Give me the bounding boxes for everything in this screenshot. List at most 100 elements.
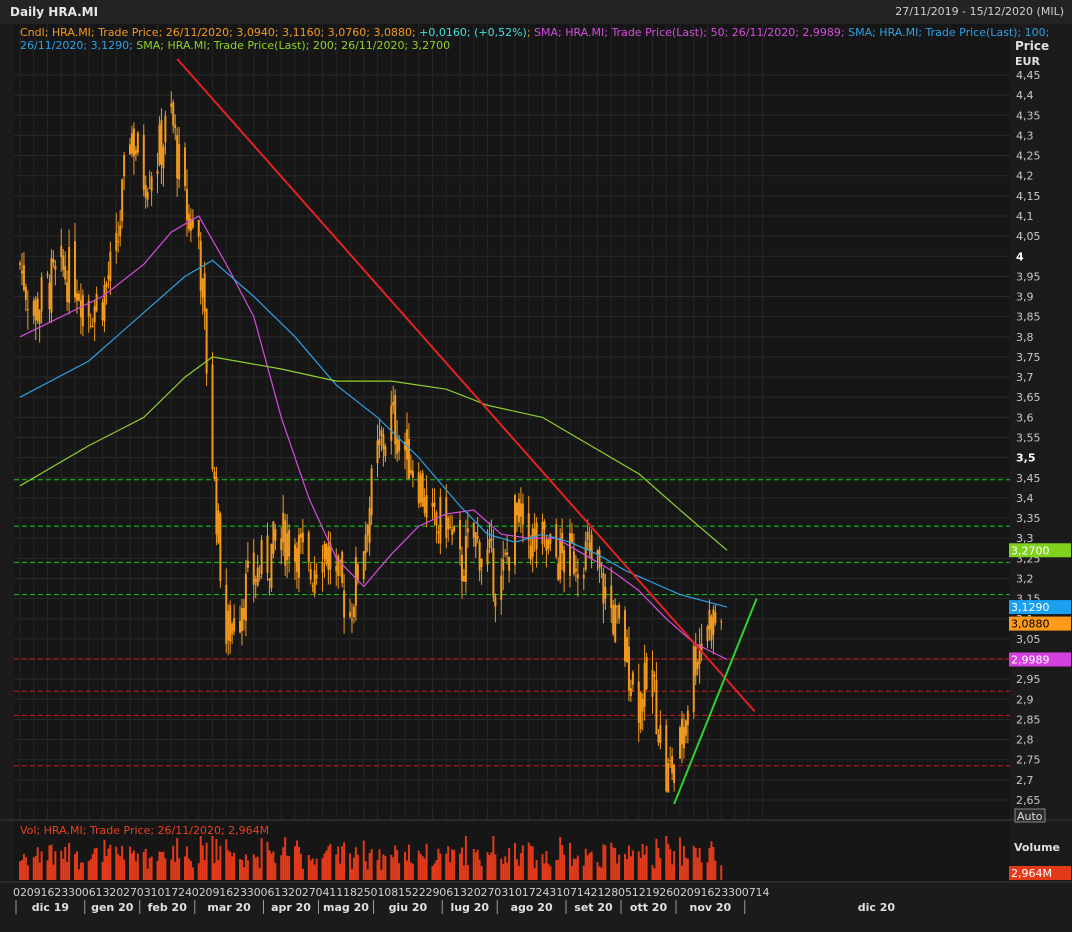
candle-body — [533, 528, 536, 537]
volume-bar — [260, 838, 263, 880]
candle-body — [178, 144, 181, 180]
volume-bar — [616, 863, 619, 880]
candle-body — [24, 286, 27, 300]
candle-body — [514, 495, 516, 565]
date-range: 27/11/2019 - 15/12/2020 (MIL) — [895, 5, 1064, 18]
price-axis-tick: 4,35 — [1016, 109, 1041, 122]
month-label: dic 20 — [858, 901, 896, 914]
auto-scale-button[interactable] — [1014, 808, 1046, 823]
time-axis-day-tick: 02 — [13, 886, 27, 899]
volume-bar — [109, 844, 112, 880]
price-axis-tick: 4,25 — [1016, 150, 1041, 163]
volume-bar — [490, 852, 493, 880]
candle-body — [295, 548, 298, 573]
volume-bar — [335, 854, 338, 880]
month-label: ott 20 — [630, 901, 668, 914]
candle-body — [421, 472, 424, 507]
candle-body — [639, 692, 642, 730]
time-axis-day-tick: 23 — [54, 886, 68, 899]
time-axis-day-tick: 18 — [343, 886, 357, 899]
volume-bar — [655, 838, 658, 880]
volume-bar — [172, 845, 175, 880]
candle-body — [229, 605, 232, 642]
candle-body — [486, 548, 489, 565]
volume-bar — [337, 846, 340, 880]
time-axis-day-tick: 27 — [302, 886, 316, 899]
volume-bar — [201, 845, 204, 880]
candle-body — [103, 285, 106, 322]
volume-bar — [576, 855, 579, 880]
candle-body — [337, 556, 340, 576]
candle-body — [75, 293, 78, 301]
price-axis-tick: 3,85 — [1016, 311, 1041, 324]
price-axis-tick: 4,3 — [1016, 129, 1034, 142]
time-axis-day-tick: 14 — [577, 886, 591, 899]
candle-body — [449, 526, 452, 528]
time-axis-day-tick: 03 — [137, 886, 151, 899]
candle-body — [307, 532, 310, 563]
volume-bar — [700, 862, 703, 880]
candle-body — [315, 574, 318, 579]
volume-bar — [211, 836, 214, 880]
candle-body — [417, 472, 420, 504]
price-axis-tick: 2,85 — [1016, 713, 1041, 726]
candle-body — [203, 273, 206, 312]
price-axis-tick: 3,55 — [1016, 432, 1041, 445]
time-axis-day-tick: 04 — [316, 886, 330, 899]
last-value-tag — [1009, 600, 1071, 615]
volume-bar — [142, 851, 145, 880]
candle-body — [343, 590, 346, 618]
candle-body — [160, 120, 163, 165]
volume-bar — [514, 842, 516, 880]
volume-bar — [184, 856, 186, 880]
volume-bar — [89, 859, 92, 880]
volume-bar — [657, 848, 660, 880]
last-value-tag — [1009, 543, 1071, 558]
last-value-tag — [1009, 652, 1071, 667]
candle-body — [46, 273, 49, 275]
volume-bar — [555, 860, 558, 880]
candle-body — [134, 149, 137, 154]
candle-body — [515, 503, 518, 516]
time-axis-day-tick: 28 — [604, 886, 618, 899]
time-axis-day-tick: 08 — [384, 886, 398, 899]
month-label: ago 20 — [511, 901, 553, 914]
candle-body — [77, 293, 80, 301]
candle-body — [68, 247, 71, 303]
volume-bar — [130, 853, 133, 880]
candle-body — [380, 430, 383, 437]
price-axis-tick: 3,65 — [1016, 391, 1041, 404]
time-axis-day-tick: 19 — [646, 886, 660, 899]
volume-bar — [390, 854, 393, 880]
candle-body — [40, 277, 43, 312]
candle-body — [645, 656, 648, 689]
price-axis-tick: 4,45 — [1016, 69, 1041, 82]
price-axis-tick: 2,95 — [1016, 673, 1041, 686]
price-axis-tick: 3,2 — [1016, 572, 1034, 585]
candle-body — [504, 553, 507, 555]
time-axis-day-tick: 06 — [439, 886, 453, 899]
candle-body — [32, 301, 35, 316]
volume-bar — [531, 846, 534, 880]
candle-body — [81, 295, 84, 327]
volume-bar — [547, 863, 550, 880]
time-axis-day-tick: 17 — [522, 886, 536, 899]
candle-body — [582, 574, 585, 579]
month-label: apr 20 — [271, 901, 311, 914]
candle-body — [679, 727, 681, 759]
volume-bar — [618, 854, 621, 880]
time-axis-day-tick: 27 — [481, 886, 495, 899]
volume-bar — [673, 851, 676, 880]
time-axis-day-tick: 25 — [357, 886, 371, 899]
candle-body — [409, 469, 412, 474]
candle-body — [472, 522, 475, 538]
candle-body — [494, 596, 497, 607]
volume-bar — [466, 864, 469, 880]
candle-body — [339, 560, 342, 562]
candle-body — [641, 698, 644, 712]
candle-body — [280, 538, 283, 551]
candle-body — [476, 536, 479, 539]
volume-bar — [570, 865, 573, 880]
time-axis-day-tick: 24 — [178, 886, 192, 899]
